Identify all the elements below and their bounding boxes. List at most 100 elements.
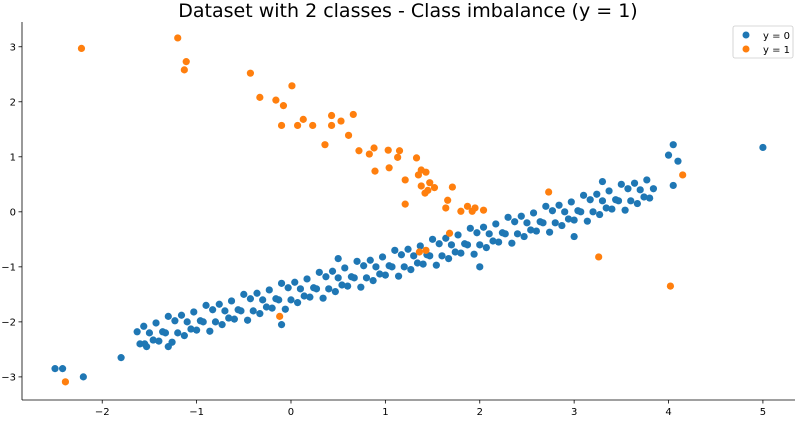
point-class-0 (296, 285, 305, 293)
point-class-0 (253, 289, 261, 297)
point-class-0 (586, 196, 594, 204)
point-class-1 (595, 253, 603, 261)
point-class-0 (426, 252, 434, 260)
x-tick-label: −2 (95, 407, 110, 417)
legend-label-y1: y = 1 (763, 45, 790, 56)
point-class-1 (277, 121, 286, 130)
point-class-0 (187, 325, 195, 333)
point-class-0 (249, 307, 257, 315)
point-class-1 (417, 182, 425, 190)
point-class-0 (183, 318, 191, 326)
point-class-0 (598, 177, 607, 186)
point-class-0 (246, 295, 255, 303)
point-class-0 (366, 256, 374, 264)
point-class-0 (376, 270, 384, 278)
point-class-0 (447, 241, 456, 249)
point-class-0 (416, 242, 424, 250)
point-class-0 (180, 332, 188, 340)
x-tick-label: 3 (571, 407, 577, 417)
point-class-0 (627, 197, 635, 205)
points-layer (51, 34, 767, 386)
point-class-0 (649, 185, 658, 193)
point-class-1 (468, 207, 476, 215)
point-class-0 (230, 315, 238, 323)
point-class-0 (470, 250, 478, 258)
point-class-1 (299, 115, 307, 123)
point-class-0 (350, 274, 358, 282)
point-class-1 (430, 184, 439, 192)
y-tick-label: 3 (10, 42, 16, 53)
point-class-0 (548, 207, 557, 215)
point-class-0 (58, 365, 67, 373)
legend-marker-y0 (742, 31, 750, 39)
x-tick-label: 1 (382, 407, 388, 417)
point-class-0 (281, 305, 289, 313)
x-tick-label: 5 (760, 407, 766, 417)
point-class-0 (605, 187, 613, 195)
point-class-1 (384, 146, 392, 154)
point-class-1 (344, 131, 353, 139)
point-class-0 (344, 282, 352, 290)
point-class-0 (141, 340, 149, 348)
point-class-0 (457, 249, 465, 257)
point-class-0 (199, 318, 207, 326)
point-class-0 (284, 284, 292, 292)
point-class-0 (579, 191, 588, 199)
point-class-0 (400, 263, 408, 271)
point-class-0 (583, 217, 591, 225)
point-class-1 (371, 167, 379, 175)
point-class-0 (193, 326, 201, 334)
point-class-0 (312, 285, 321, 293)
point-class-0 (432, 261, 440, 269)
point-class-0 (79, 373, 87, 381)
point-class-0 (473, 229, 481, 237)
point-class-0 (360, 262, 368, 270)
point-class-0 (466, 224, 474, 232)
point-class-0 (240, 290, 248, 298)
point-class-1 (422, 246, 430, 254)
point-class-1 (327, 121, 336, 130)
point-class-1 (457, 207, 465, 215)
point-class-1 (256, 93, 264, 101)
point-class-1 (448, 183, 456, 191)
point-class-0 (593, 190, 601, 198)
y-tick-label: −1 (1, 262, 16, 273)
point-class-0 (527, 226, 535, 234)
point-class-0 (407, 265, 415, 274)
point-class-1 (174, 34, 182, 42)
x-axis-ticks: −2 −1 0 1 2 3 4 5 (95, 400, 766, 418)
point-class-0 (504, 213, 512, 221)
point-class-0 (164, 312, 172, 320)
point-class-0 (303, 275, 311, 283)
point-class-0 (206, 327, 214, 335)
point-class-0 (362, 274, 371, 282)
y-axis-ticks: −3 −2 −1 0 1 2 3 (1, 42, 22, 383)
point-class-1 (401, 200, 409, 208)
point-class-0 (394, 272, 403, 280)
point-class-0 (164, 343, 172, 351)
point-class-1 (422, 168, 430, 176)
point-class-0 (501, 230, 509, 238)
point-class-0 (211, 318, 220, 326)
point-class-0 (322, 273, 330, 281)
point-class-1 (355, 147, 363, 155)
point-class-1 (666, 282, 675, 290)
point-class-0 (669, 141, 677, 149)
point-class-1 (415, 248, 423, 256)
point-class-0 (546, 228, 554, 236)
point-class-0 (291, 278, 299, 286)
point-class-1 (327, 111, 336, 120)
point-class-0 (451, 248, 459, 256)
point-class-0 (221, 307, 229, 315)
point-class-0 (621, 206, 629, 214)
point-class-0 (287, 296, 295, 304)
point-class-0 (564, 215, 573, 223)
point-class-0 (561, 208, 569, 216)
point-class-1 (276, 312, 284, 320)
legend-marker-y1 (742, 45, 750, 53)
point-class-0 (145, 329, 154, 337)
x-tick-label: −1 (189, 407, 204, 417)
point-class-0 (454, 231, 462, 239)
point-class-0 (315, 268, 323, 276)
point-class-0 (140, 322, 148, 330)
